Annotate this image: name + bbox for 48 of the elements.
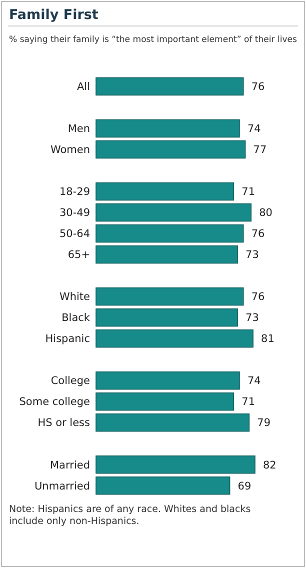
data-label: 76 — [251, 228, 266, 240]
data-label: 79 — [257, 417, 271, 430]
data-label: 69 — [238, 480, 252, 492]
y-tick-label: Women — [50, 144, 90, 156]
data-label: 77 — [253, 144, 267, 156]
data-label: 71 — [242, 396, 256, 408]
bar — [96, 77, 244, 96]
text: Note: Hispanics are of any race. Whites and blacks include only non-Hispanics. — [9, 504, 251, 527]
bar — [96, 476, 230, 495]
data-label: 74 — [247, 123, 262, 136]
bar — [96, 308, 238, 327]
data-label: 73 — [246, 312, 259, 324]
bar — [96, 329, 254, 348]
y-tick-label: HS or less — [38, 417, 90, 430]
y-tick-label: Black — [62, 312, 91, 324]
data-label: 73 — [246, 249, 259, 262]
bar — [96, 224, 244, 243]
y-tick-label: 30-49 — [59, 207, 90, 220]
data-label: 74 — [247, 375, 262, 388]
bar — [96, 287, 244, 306]
data-label: 82 — [263, 459, 276, 472]
y-tick-label: Unmarried — [34, 480, 90, 492]
y-tick-label: 65+ — [68, 249, 90, 262]
bar — [96, 203, 252, 222]
bar — [96, 119, 240, 138]
data-label: 80 — [259, 207, 272, 220]
y-tick-label: All — [76, 81, 90, 94]
data-label: 76 — [251, 81, 266, 94]
bar — [96, 392, 234, 411]
data-label: 76 — [251, 291, 266, 304]
y-tick-label: Hispanic — [45, 333, 90, 346]
y-tick-label: White — [59, 291, 90, 304]
bar — [96, 245, 238, 264]
chart-title: Family First — [9, 7, 99, 23]
y-tick-label: Men — [68, 123, 90, 136]
y-tick-label: 50-64 — [59, 228, 90, 240]
y-tick-label: Some college — [19, 396, 90, 408]
y-tick-label: Married — [50, 459, 90, 472]
y-tick-label: College — [50, 375, 90, 388]
data-label: 81 — [261, 333, 274, 346]
bar — [96, 140, 246, 159]
bar — [96, 413, 250, 432]
chart-subtitle: % saying their family is “the most important element” of their lives — [9, 35, 300, 45]
bar — [96, 371, 240, 390]
bar — [96, 182, 234, 201]
y-tick-label: 18-29 — [59, 186, 90, 198]
data-label: 71 — [242, 186, 256, 198]
bar — [96, 455, 256, 474]
